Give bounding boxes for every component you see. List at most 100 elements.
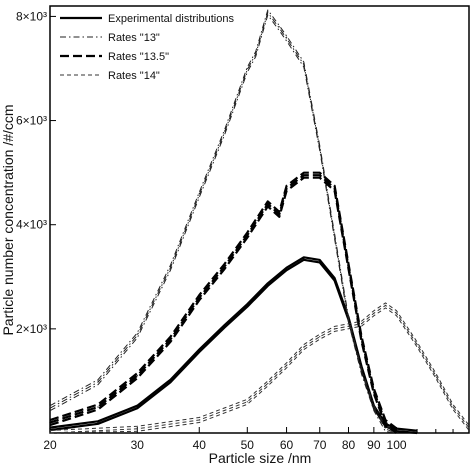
- series-1-point-14: [347, 317, 350, 319]
- series-3-point-14: [416, 343, 418, 346]
- series-3-trace-0: [49, 307, 470, 434]
- series-1-point-1: [97, 380, 99, 382]
- series-3-point-12: [384, 304, 387, 306]
- series-3-point-7: [319, 336, 321, 338]
- x-tick-label-1: 30: [131, 438, 145, 452]
- series-0-point-8: [286, 268, 288, 270]
- y-tick-label-2: 6×10³: [16, 114, 47, 128]
- series-3-point-13: [395, 312, 398, 314]
- series-3-trace-1: [49, 304, 470, 434]
- series-2-trace-2: [49, 171, 398, 430]
- x-tick-label-5: 70: [313, 438, 327, 452]
- series-2-point-8: [278, 213, 280, 215]
- series-0-point-1: [97, 422, 99, 424]
- series-2-point-9: [286, 187, 288, 189]
- series-0-point-5: [224, 325, 226, 327]
- series-1-trace-1: [49, 12, 397, 434]
- series-0-point-6: [246, 304, 248, 306]
- x-tick-label-7: 90: [367, 438, 381, 452]
- series-3-point-6: [303, 346, 305, 348]
- series-2-point-1: [97, 406, 99, 408]
- y-tick-label-3: 8×10³: [16, 9, 47, 23]
- series-2-point-17: [395, 430, 398, 432]
- series-layer: [49, 9, 470, 435]
- legend-label-0: Experimental distributions: [108, 13, 234, 25]
- series-3-point-4: [267, 382, 269, 385]
- series-3-point-9: [347, 325, 350, 327]
- series-0-point-17: [416, 431, 418, 433]
- series-2-point-13: [347, 265, 350, 267]
- series-2-point-11: [319, 174, 321, 176]
- series-3-point-1: [136, 428, 138, 430]
- series-1-point-9: [278, 26, 280, 28]
- x-tick-label-4: 60: [280, 438, 294, 452]
- x-axis-title: Particle size /nm: [209, 450, 312, 466]
- legend-label-1: Rates "13": [108, 32, 160, 44]
- series-2-point-12: [334, 187, 336, 189]
- series-3-point-17: [468, 427, 470, 429]
- series-0-point-4: [198, 350, 200, 352]
- series-2-point-0: [49, 422, 51, 424]
- series-0-point-11: [334, 278, 336, 280]
- y-axis-ticks: 2×10³ 4×10³ 6×10³ 8×10³: [16, 9, 56, 336]
- x-tick-label-3: 50: [241, 438, 255, 452]
- series-1-point-10: [286, 36, 288, 38]
- series-2-point-6: [246, 234, 248, 236]
- series-1-point-5: [224, 130, 226, 132]
- series-2-point-14: [361, 338, 363, 340]
- series-1-point-15: [361, 369, 363, 372]
- series-1-trace-2: [49, 9, 397, 432]
- series-1-trace-0: [49, 14, 397, 434]
- series-1-point-7: [255, 52, 257, 54]
- series-3-point-10: [361, 323, 363, 325]
- y-tick-label-0: 2×10³: [16, 322, 47, 336]
- series-0-point-7: [267, 284, 269, 286]
- series-3-point-3: [246, 401, 248, 403]
- plot-frame: [49, 5, 470, 434]
- legend-label-2: Rates "13.5": [108, 51, 169, 63]
- x-tick-label-6: 80: [342, 438, 356, 452]
- series-1-point-4: [198, 192, 200, 195]
- series-2: [49, 171, 398, 434]
- series-3-point-15: [435, 375, 437, 377]
- series-3-point-16: [452, 406, 454, 408]
- series-1-point-2: [136, 333, 138, 335]
- series-1-point-16: [373, 406, 375, 408]
- series-1: [49, 9, 398, 434]
- series-1-point-13: [334, 234, 336, 236]
- series-1-point-3: [169, 265, 172, 267]
- x-tick-label-2: 40: [193, 438, 207, 452]
- x-tick-label-0: 20: [43, 438, 57, 452]
- series-3-point-8: [334, 328, 336, 330]
- series-3: [49, 302, 470, 434]
- series-0-point-9: [303, 258, 305, 260]
- series-1-point-11: [303, 62, 305, 64]
- series-2-point-3: [169, 338, 172, 340]
- y-axis-title: Particle number concentration /#/ccm: [0, 104, 16, 335]
- series-3-point-11: [373, 312, 375, 314]
- series-0-point-0: [49, 428, 51, 430]
- series-0-point-10: [319, 260, 321, 262]
- series-3-point-2: [198, 419, 200, 421]
- series-1-point-6: [246, 67, 248, 70]
- series-1-point-12: [319, 146, 321, 148]
- y-tick-label-1: 4×10³: [16, 218, 47, 232]
- series-3-point-0: [49, 432, 51, 434]
- legend: Experimental distributions Rates "13" Rate…: [60, 13, 234, 82]
- series-1-point-0: [49, 406, 51, 408]
- series-2-point-4: [198, 297, 200, 299]
- series-3-trace-2: [49, 302, 470, 431]
- series-2-point-16: [384, 422, 387, 424]
- series-2-point-5: [224, 265, 226, 267]
- legend-label-3: Rates "14": [108, 70, 160, 82]
- series-3-point-5: [286, 364, 288, 366]
- x-tick-label-8: 100: [387, 438, 407, 452]
- series-1-point-17: [384, 427, 387, 429]
- series-2-point-15: [373, 390, 375, 392]
- series-0-point-2: [136, 406, 138, 408]
- series-2-point-7: [267, 203, 269, 205]
- series-0-point-3: [169, 380, 172, 382]
- series-1-point-8: [267, 10, 269, 12]
- series-2-point-2: [136, 375, 138, 377]
